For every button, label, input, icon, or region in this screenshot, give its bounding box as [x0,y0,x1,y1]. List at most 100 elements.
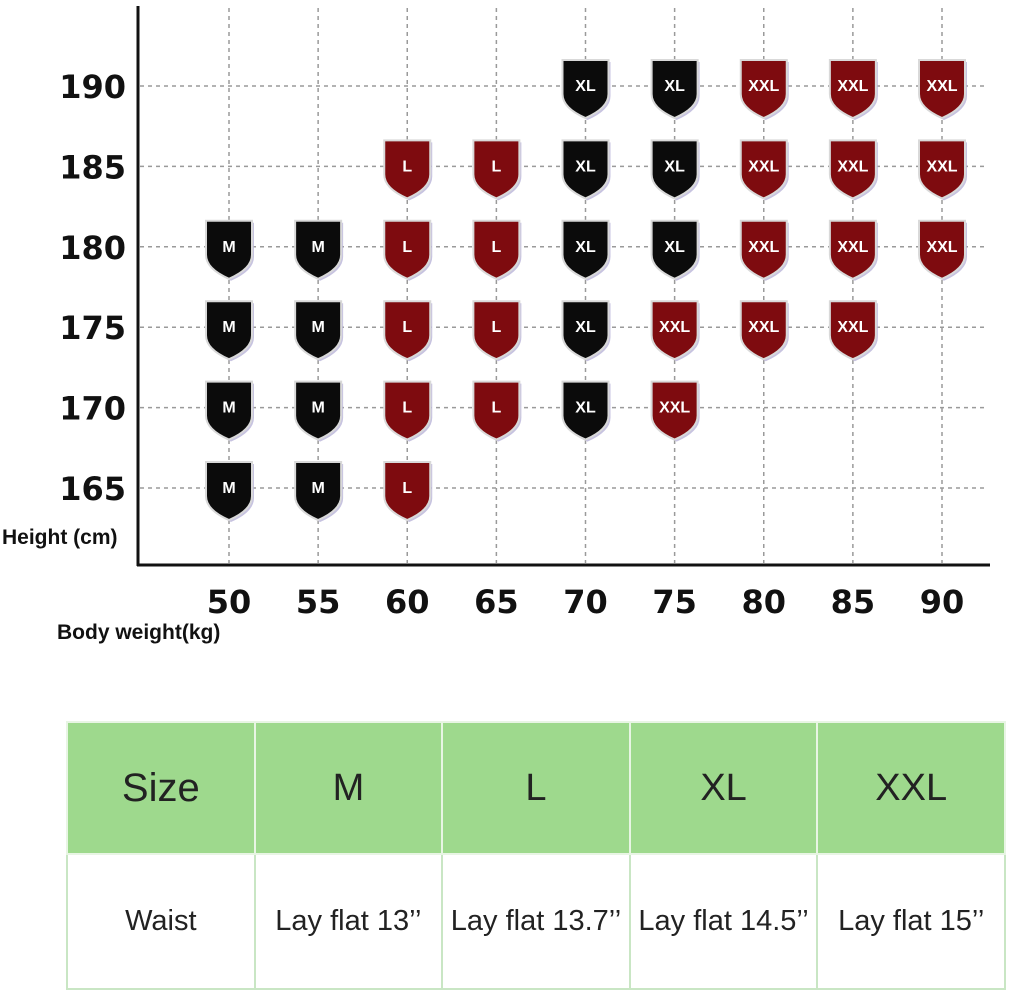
header-cell-xxl: XXL [816,721,1006,855]
size-badge-xxl: XXL [918,219,967,281]
badge-shield [383,219,432,280]
size-badge-xxl: XXL [828,300,878,362]
x-tick-label: 50 [207,583,252,621]
badge-shield [205,219,253,280]
badge-label: L [402,319,412,336]
x-tick-label: 70 [563,583,608,621]
badge-shield [828,300,877,361]
size-badge-l: L [383,300,433,362]
row-cell-xl: Lay flat 14.5’’ [628,853,819,990]
row-cell-l: Lay flat 13.7’’ [441,853,631,990]
size-badge-xxl: XXL [828,219,878,281]
badge-label: XXL [837,239,868,256]
badge-shield [472,300,521,361]
size-badge-m: M [205,380,254,442]
y-tick-label: 170 [59,390,126,428]
badge-shield [472,380,521,441]
x-tick-label: 80 [741,583,786,621]
badge-label: XXL [926,158,957,175]
row-cell-m: Lay flat 13’’ [253,853,444,990]
badge-label: XL [575,158,596,175]
size-badge-l: L [472,380,522,442]
size-badge-l: L [383,219,433,281]
badge-label: XXL [748,158,779,175]
badge-shield [383,380,432,441]
badge-label: L [491,319,501,336]
badge-label: XL [575,239,596,256]
size-badge-xl: XL [561,59,611,120]
y-tick-label: 165 [59,470,126,508]
badge-label: XXL [837,319,868,336]
header-cell-m: M [253,721,444,855]
size-badge-xxl: XXL [918,139,967,201]
badge-shield [294,380,343,441]
size-badge-xxl: XXL [739,219,789,281]
size-badge-m: M [294,461,344,522]
size-badge-xl: XL [561,300,611,362]
size-badge-xxl: XXL [739,300,789,362]
size-badge-l: L [383,380,433,442]
x-tick-label: 60 [385,583,430,621]
badge-label: XXL [748,239,779,256]
badge-label: L [402,239,412,256]
badge-shield [472,219,521,280]
size-chart: 190 185 180 175 170 165 50 55 60 65 70 75 80 85 90 He… [2,6,990,644]
y-tick-label: 180 [59,229,126,267]
size-badge-xl: XL [650,219,700,281]
badge-label: M [222,480,235,497]
badge-shield [205,380,253,441]
size-badge-xxl: XXL [650,380,700,442]
badge-label: XL [664,239,685,256]
size-badge-l: L [472,300,522,362]
header-cell-l: L [441,721,631,855]
badge-label: XXL [659,400,690,417]
size-badge-xxl: XXL [828,59,878,120]
badge-shield [561,380,610,441]
size-badges: XL XL XXL XXL XXL L L XL XL XXL XXL XXL M M L L XL XL XXL X… [205,59,967,522]
badge-label: M [311,480,324,497]
badge-label: L [402,158,412,175]
y-tick-label: 190 [59,68,126,106]
size-badge-l: L [472,139,522,201]
size-badge-xxl: XXL [739,59,789,120]
badge-shield [739,300,788,361]
badge-shield [294,300,343,361]
size-badge-m: M [294,300,344,362]
badge-label: XXL [748,319,779,336]
badge-shield [739,139,788,200]
size-badge-xl: XL [650,59,700,120]
badge-label: XXL [837,158,868,175]
row-cell-waist: Waist [66,853,256,990]
badge-label: L [491,400,501,417]
size-badge-xxl: XXL [918,59,967,120]
x-tick-label: 75 [652,583,697,621]
x-tick-label: 65 [474,583,519,621]
badge-label: L [491,158,501,175]
y-axis-label: Height (cm) [2,526,118,549]
axes [136,6,990,567]
badge-shield [828,219,877,280]
badge-label: XXL [748,78,779,95]
badge-shield [650,380,699,441]
badge-shield [561,139,610,200]
header-cell-xl: XL [628,721,819,855]
size-badge-m: M [294,219,344,281]
badge-label: M [311,319,324,336]
badge-shield [650,300,699,361]
badge-shield [739,219,788,280]
size-badge-xl: XL [561,139,611,201]
size-badge-xxl: XXL [650,300,700,362]
badge-shield [918,219,966,280]
badge-shield [383,461,432,522]
header-cell-size: Size [66,721,256,855]
badge-shield [650,219,699,280]
size-badge-m: M [205,219,254,281]
y-tick-label: 185 [59,148,126,186]
size-table: Size M L XL XXL Waist Lay flat 13’’ Lay … [66,721,1006,990]
badge-label: XL [664,78,685,95]
badge-label: XL [664,158,685,175]
size-badge-xl: XL [561,380,611,442]
badge-shield [828,139,877,200]
size-table-header-row: Size M L XL XXL [66,721,1006,855]
x-tick-labels: 50 55 60 65 70 75 80 85 90 [207,583,965,621]
